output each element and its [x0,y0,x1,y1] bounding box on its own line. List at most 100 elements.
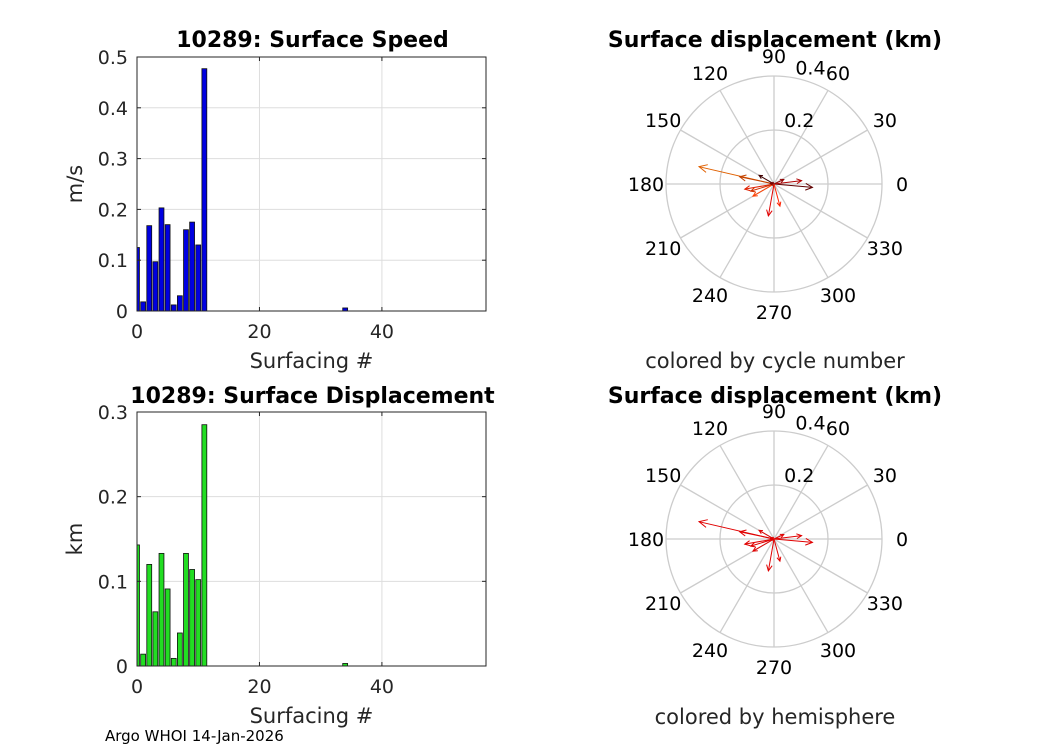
speed-chart: 0 20 40 0 0.1 0.2 0.3 0.4 0.5 10289: Surface Spee… [63,28,487,373]
speed-xtick-label: 40 [370,321,394,343]
polar-cycle-vector-head [766,209,773,218]
speed-bar [201,68,208,312]
polar-hemi-vector [767,538,775,571]
polar-hemi-angle-label: 90 [762,401,786,423]
disp-plot-area [137,412,486,666]
disp-ytick-label: 0.2 [98,487,128,509]
polar-cycle-angle-label: 0 [896,174,908,196]
polar-hemi-chart: 0 30 60 90 120 150 180 210 240 270 300 330 0.2 0.4 Sur… [608,384,942,729]
speed-bar [183,229,189,312]
polar-hemi-vector [773,538,813,543]
polar-hemi-vector [750,538,775,547]
polar-hemi-vector-head [738,529,747,537]
polar-cycle-vector [773,183,781,207]
polar-hemi-vector-head [796,533,803,540]
speed-ytick-label: 0.3 [98,149,128,171]
footer-text: Argo WHOI 14-Jan-2026 [105,727,284,745]
disp-bar [146,564,153,667]
polar-hemi-angle-label: 270 [756,657,792,679]
disp-xtick-label: 20 [247,676,271,698]
speed-ytick-label: 0 [116,301,128,323]
polar-cycle-angle-label: 120 [692,63,728,85]
polar-cycle-subtitle: colored by cycle number [645,349,905,373]
polar-cycle-chart: 0 30 60 90 120 150 180 210 240 270 300 330 0.2 0.4 Sur… [608,28,942,373]
polar-cycle-vector-head [743,185,751,192]
polar-hemi-vector-head [805,537,814,546]
polar-cycle-angle-label: 60 [826,63,850,85]
speed-bar [158,207,165,312]
disp-ytick-label: 0.3 [98,402,128,424]
speed-bar [195,244,202,312]
speed-bar [170,304,177,312]
polar-hemi-angle-label: 210 [645,593,681,615]
disp-bar [201,424,208,667]
disp-bar [158,552,165,667]
disp-title: 10289: Surface Displacement [130,384,495,409]
disp-xtick-label: 0 [131,676,143,698]
speed-axes-box [136,56,487,312]
polar-hemi-angle-label: 120 [692,418,728,440]
polar-cycle-rtick-label: 0.4 [795,57,825,79]
disp-xlabel: Surfacing # [250,704,374,728]
disp-bar [183,552,189,667]
polar-hemi-angle-label: 300 [820,640,856,662]
polar-hemi-vector [752,538,775,552]
disp-bar [189,569,195,667]
polar-cycle-vector [750,183,775,192]
polar-hemi-subtitle: colored by hemisphere [655,705,896,729]
polar-hemi-vector-head [743,540,751,547]
polar-cycle-vector-head [749,187,756,193]
speed-ytick-label: 0.1 [98,250,128,272]
disp-xtick-label: 40 [370,676,394,698]
polar-hemi-angle-label: 60 [826,418,850,440]
polar-hemi-angle-label: 240 [692,640,728,662]
disp-axes-box [136,411,487,667]
polar-cycle-vector [739,176,775,185]
polar-cycle-vector-head [758,174,764,179]
polar-hemi-vector [739,531,775,540]
polar-cycle-title: Surface displacement (km) [608,28,942,53]
polar-hemi-vector-head [751,546,758,552]
speed-ylabel: m/s [63,165,87,203]
polar-cycle-angle-label: 300 [820,285,856,307]
polar-cycle-angle-label: 90 [762,46,786,68]
polar-hemi-angle-label: 150 [645,465,681,487]
polar-hemi-angle-label: 330 [867,593,903,615]
polar-cycle-vector [773,178,784,185]
polar-hemi-vector [773,533,784,540]
disp-ytick-label: 0.1 [98,571,128,593]
speed-ytick-label: 0.2 [98,199,128,221]
speed-bar [164,224,171,312]
disp-bar [164,588,171,667]
speed-plot-area [137,57,486,311]
polar-cycle-angle-label: 210 [645,238,681,260]
disp-bar [195,579,202,667]
speed-xlabel: Surfacing # [250,349,374,373]
polar-cycle-vector-head [751,191,758,197]
polar-cycle-angle-label: 330 [867,238,903,260]
polar-cycle-angle-label: 270 [756,302,792,324]
speed-title: 10289: Surface Speed [176,28,449,53]
polar-hemi-angle-label: 30 [873,465,897,487]
polar-hemi-rtick-label: 0.2 [784,465,814,487]
disp-bar [152,611,159,667]
speed-bar [189,221,195,312]
disp-bar [177,632,183,667]
polar-hemi-vector-head [749,542,756,548]
speed-bar [140,301,146,312]
disp-bar [140,653,146,667]
polar-hemi-vector [744,538,775,545]
speed-ytick-label: 0.4 [98,98,128,120]
polar-hemi-vector-head [697,519,708,528]
polar-hemi-rtick-label: 0.4 [795,412,825,434]
polar-cycle-vector [773,183,813,188]
polar-cycle-vector-head [697,164,708,173]
polar-hemi-vector [773,538,781,562]
polar-cycle-angle-label: 240 [692,285,728,307]
polar-cycle-vector-head [805,182,814,191]
polar-hemi-vector [773,535,802,540]
disp-bar [170,657,177,667]
polar-hemi-angle-label: 0 [896,529,908,551]
polar-hemi-vector-head [758,529,764,534]
